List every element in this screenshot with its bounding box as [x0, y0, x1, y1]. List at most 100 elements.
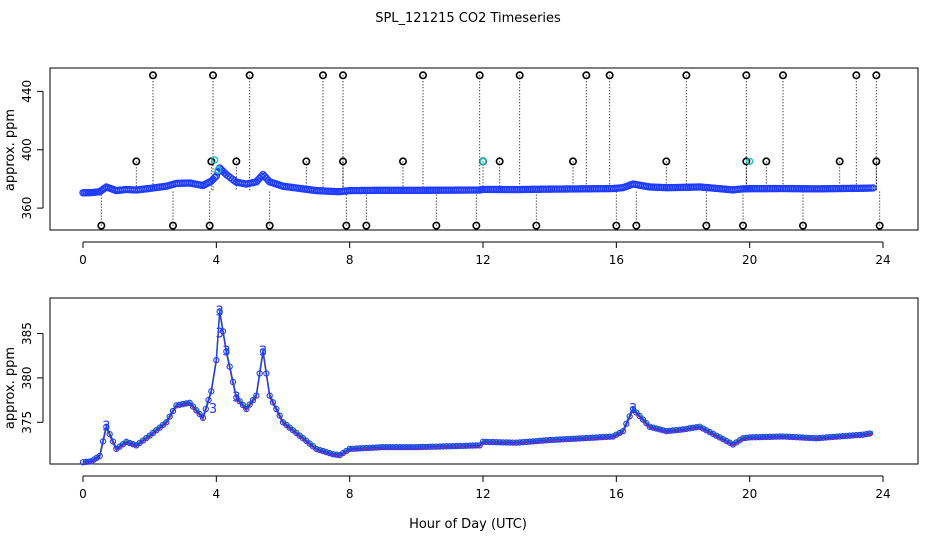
data-point — [186, 399, 193, 406]
outlier-high-point — [778, 71, 787, 80]
x-tick-label: 20 — [742, 487, 757, 501]
data-point — [656, 426, 663, 433]
data-point — [503, 439, 510, 446]
data-point — [163, 419, 170, 426]
outlier-high-point — [682, 71, 691, 80]
outlier-high-point — [418, 71, 427, 80]
data-point — [556, 436, 563, 443]
y-tick-label: 385 — [20, 322, 34, 345]
data-point — [496, 439, 503, 446]
data-point — [123, 438, 130, 445]
outlier-mid-point — [872, 157, 881, 166]
data-point — [759, 433, 767, 441]
data-point — [566, 435, 573, 443]
x-tick-label: 4 — [213, 253, 221, 267]
data-point — [513, 439, 520, 446]
data-point — [269, 399, 277, 406]
data-point — [583, 434, 590, 442]
data-point — [846, 432, 853, 439]
outlier-high-point — [582, 71, 591, 80]
data-point — [693, 424, 700, 431]
data-point — [233, 394, 240, 401]
y-tick-label: 375 — [20, 411, 34, 434]
data-point — [273, 405, 280, 413]
point-label: 3 — [216, 327, 224, 342]
outlier-high-point — [852, 71, 861, 80]
data-point — [173, 402, 180, 409]
outlier-low-point — [362, 221, 371, 230]
data-point — [96, 452, 103, 460]
data-point — [643, 420, 650, 427]
data-point — [726, 439, 733, 446]
outlier-mid-point — [662, 157, 671, 166]
y-tick-label: 360 — [20, 197, 34, 220]
data-point — [366, 444, 373, 451]
data-point — [813, 435, 820, 442]
data-point — [769, 433, 777, 440]
data-point — [409, 443, 417, 451]
data-point — [459, 442, 467, 450]
data-point — [439, 443, 447, 450]
data-point — [806, 434, 813, 442]
outlier-low-point — [612, 221, 621, 230]
data-point — [226, 363, 233, 370]
data-point — [449, 442, 457, 450]
data-point — [773, 433, 780, 440]
data-point — [563, 435, 570, 443]
data-point — [746, 434, 753, 441]
outlier-high-point — [149, 71, 158, 80]
outlier-low-point — [798, 221, 807, 230]
data-point — [763, 433, 770, 441]
data-point-cyan — [210, 156, 219, 164]
data-point — [789, 433, 797, 441]
data-point — [753, 434, 760, 441]
data-point — [406, 443, 413, 451]
data-point — [208, 388, 215, 395]
outlier-high-point — [245, 71, 254, 80]
data-point — [323, 448, 330, 456]
x-tick-label: 12 — [475, 487, 490, 501]
data-point — [696, 423, 703, 430]
data-point — [689, 424, 697, 431]
data-point — [326, 450, 333, 457]
point-label: 3 — [259, 344, 267, 359]
outlier-mid-point — [338, 157, 347, 166]
data-point — [686, 425, 693, 432]
data-point — [313, 445, 320, 453]
data-point — [423, 443, 430, 451]
data-point — [739, 435, 747, 442]
data-point — [663, 428, 670, 435]
data-point — [653, 425, 660, 432]
data-point — [183, 400, 190, 407]
data-point — [799, 434, 807, 441]
data-point — [396, 443, 403, 451]
x-tick-label: 16 — [609, 253, 624, 267]
data-point — [679, 426, 687, 433]
data-point — [603, 433, 610, 441]
data-point — [429, 443, 437, 450]
data-point — [179, 400, 187, 408]
data-point — [816, 434, 823, 442]
data-point — [756, 433, 763, 441]
point-label: 3 — [629, 402, 637, 417]
data-point — [369, 444, 377, 451]
data-point — [266, 392, 273, 399]
data-point — [749, 434, 757, 441]
data-point — [246, 401, 253, 408]
data-point — [716, 434, 723, 441]
data-point — [399, 443, 407, 451]
data-point — [316, 446, 323, 454]
outlier-high-point — [605, 71, 614, 80]
data-point — [126, 439, 133, 447]
data-point — [533, 437, 540, 445]
data-point — [659, 427, 667, 434]
data-point — [169, 407, 177, 415]
data-point — [639, 416, 647, 423]
data-point — [106, 430, 113, 438]
data-point — [649, 424, 657, 431]
data-point — [856, 431, 863, 439]
data-point — [216, 308, 223, 315]
data-point — [373, 444, 380, 451]
data-point — [536, 437, 543, 444]
